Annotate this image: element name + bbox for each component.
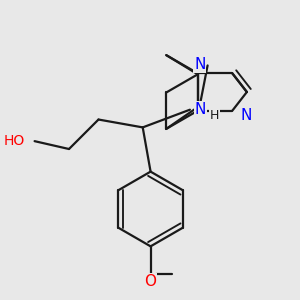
Text: N: N bbox=[195, 102, 206, 117]
Text: N: N bbox=[240, 108, 252, 123]
Text: O: O bbox=[145, 274, 157, 289]
Text: HO: HO bbox=[4, 134, 25, 148]
Text: N: N bbox=[194, 57, 206, 72]
Text: H: H bbox=[210, 109, 219, 122]
